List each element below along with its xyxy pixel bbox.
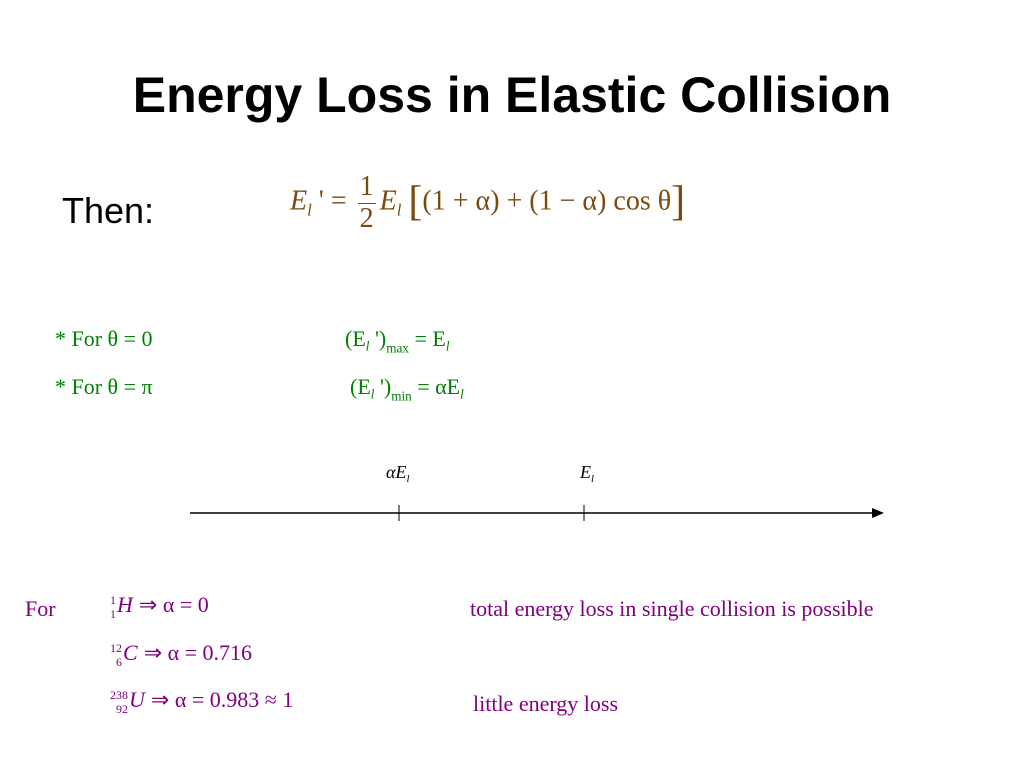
subscript: l xyxy=(365,338,370,354)
relation: ⇒ α = 0 xyxy=(138,592,209,617)
subscript: l xyxy=(307,200,312,220)
case-result: (El ')min = αEl xyxy=(350,374,464,405)
relation: ⇒ α = 0.983 ≈ 1 xyxy=(150,687,294,712)
equation: El ' = 1 2 El [(1 + α) + (1 − α) cos θ] xyxy=(290,171,686,235)
limit: max xyxy=(386,340,409,356)
nucleus-row: 1 1 H ⇒ α = 0 xyxy=(110,592,209,621)
charge-number: 6 xyxy=(116,654,122,669)
denominator: 2 xyxy=(359,202,374,234)
symbol: ') xyxy=(374,374,392,399)
limit: min xyxy=(391,388,412,404)
nucleus-row: 12 6 C ⇒ α = 0.716 xyxy=(110,640,252,669)
symbol: ') xyxy=(369,326,387,351)
case-condition: * For θ = π xyxy=(55,374,153,399)
operator: ' = xyxy=(318,185,347,217)
arrow-head xyxy=(872,508,884,518)
symbol: E xyxy=(290,185,308,217)
symbol: E xyxy=(379,185,397,217)
subscript: l xyxy=(370,386,375,402)
nuclide-numbers: 238 92 xyxy=(110,688,128,717)
nuclide-numbers: 12 6 xyxy=(110,641,122,670)
symbol: αE xyxy=(386,462,407,482)
charge-number: 92 xyxy=(116,701,128,716)
mass-number: 12 xyxy=(110,640,122,655)
element-symbol: U xyxy=(129,687,145,712)
mass-number: 1 xyxy=(110,592,116,607)
case-condition: * For θ = 0 xyxy=(55,326,153,351)
axis-label: αEl xyxy=(386,462,409,485)
symbol: (E xyxy=(350,374,371,399)
subscript: l xyxy=(406,472,410,485)
axis-label: El xyxy=(580,462,594,485)
note: little energy loss xyxy=(473,691,619,716)
then-label: Then: xyxy=(62,190,155,231)
charge-number: 1 xyxy=(110,606,116,621)
symbol: = E xyxy=(414,326,446,351)
subscript: l xyxy=(460,386,464,402)
subscript: l xyxy=(591,472,594,485)
slide-title: Energy Loss in Elastic Collision xyxy=(132,67,892,123)
mass-number: 238 xyxy=(110,687,128,702)
subscript: l xyxy=(445,338,450,354)
element-symbol: C xyxy=(123,640,138,665)
numerator: 1 xyxy=(357,171,376,204)
nucleus-row: 238 92 U ⇒ α = 0.983 ≈ 1 xyxy=(110,687,293,716)
relation: ⇒ α = 0.716 xyxy=(143,640,253,665)
nuclei-label: For xyxy=(25,596,56,621)
symbol: (E xyxy=(345,326,366,351)
case-result: (El ')max = El xyxy=(345,326,449,357)
expression: (1 + α) + (1 − α) cos θ xyxy=(422,185,672,217)
bracket: ] xyxy=(671,178,686,225)
bracket: [ xyxy=(408,178,423,225)
subscript: l xyxy=(396,200,402,220)
symbol: E xyxy=(580,462,591,482)
symbol: = αE xyxy=(417,374,461,399)
note: total energy loss in single collision is… xyxy=(470,596,874,621)
element-symbol: H xyxy=(117,592,133,617)
